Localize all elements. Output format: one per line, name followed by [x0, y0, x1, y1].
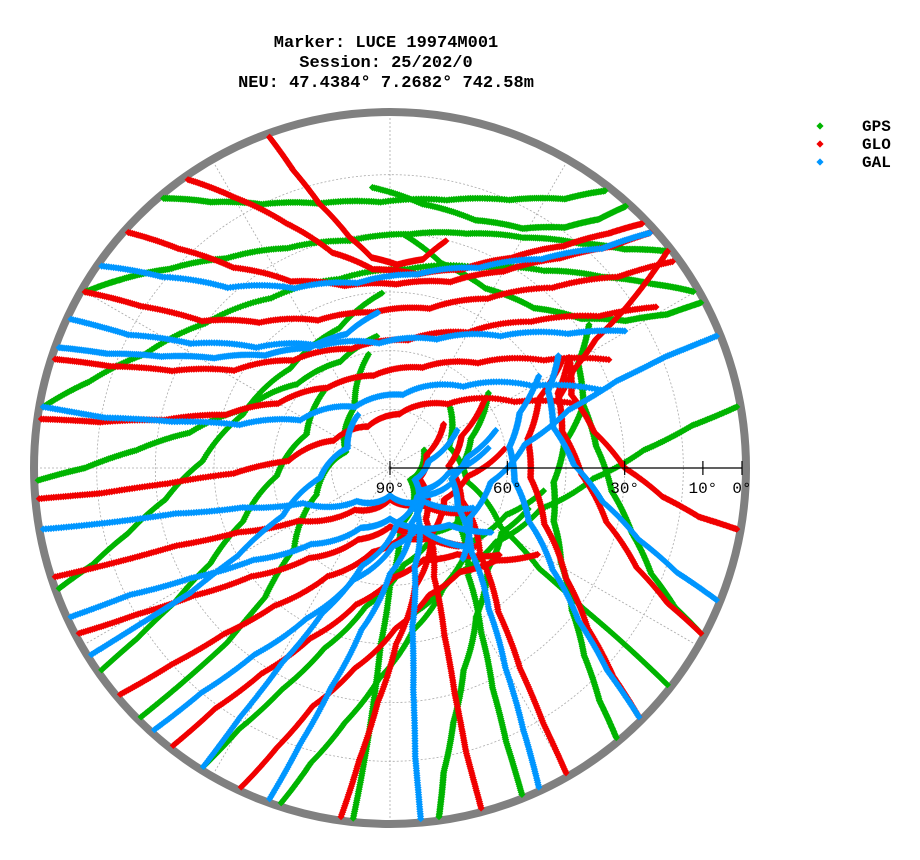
track-point	[155, 341, 163, 349]
grid-spoke	[389, 162, 567, 469]
track-point	[267, 294, 275, 302]
track-point	[275, 291, 283, 299]
track-point	[689, 288, 697, 296]
track-point	[146, 347, 154, 355]
title-line: Marker: LUCE 19974M001	[274, 34, 498, 53]
grid-spoke	[84, 291, 391, 469]
track-point	[219, 310, 227, 318]
horizon-circle	[30, 108, 750, 828]
track-point	[484, 389, 492, 397]
grid-spoke	[389, 291, 696, 469]
satellite-tracks	[34, 133, 741, 823]
track-point	[259, 386, 267, 394]
track-point	[216, 311, 224, 319]
track-point	[539, 487, 548, 495]
grid-spoke	[389, 467, 696, 645]
track-point	[264, 381, 272, 389]
title-line: NEU: 47.4384° 7.2682° 742.58m	[238, 74, 534, 93]
grid-spoke	[213, 162, 391, 469]
chart-title: Marker: LUCE 19974M001 Session: 25/202/0…	[238, 34, 534, 93]
title-line: Session: 25/202/0	[299, 54, 472, 73]
track-point	[378, 289, 386, 297]
track-point	[277, 290, 285, 298]
track-point	[148, 345, 156, 353]
track-point	[231, 305, 239, 313]
horizon-ring	[30, 108, 750, 828]
track-point	[585, 321, 593, 329]
